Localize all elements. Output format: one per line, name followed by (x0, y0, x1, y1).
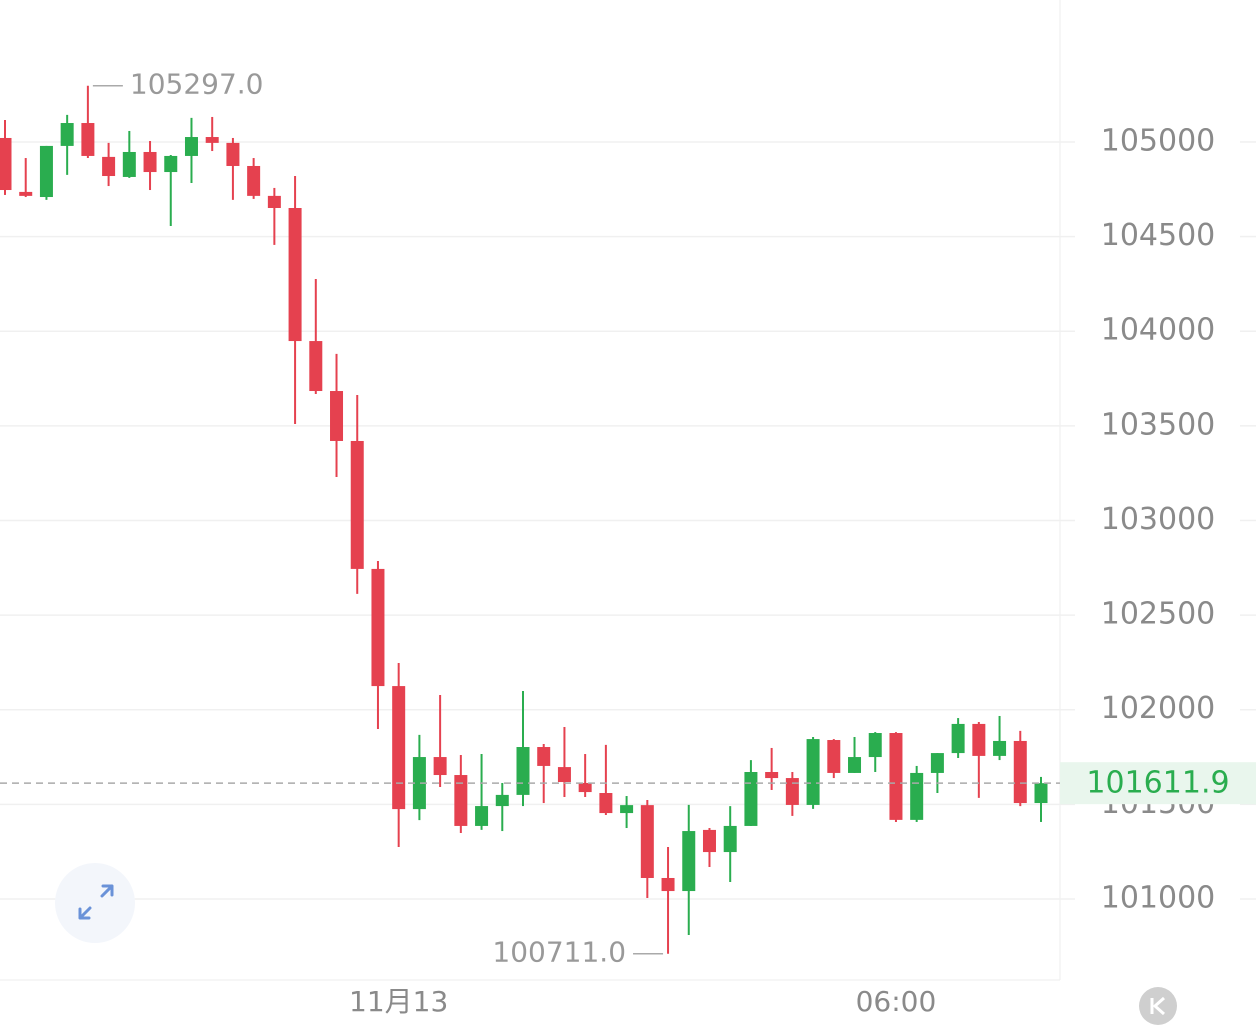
candle-body (537, 747, 551, 766)
y-tick-label: 103000 (1101, 502, 1216, 537)
candle-body (951, 723, 965, 754)
candle-body (184, 137, 198, 156)
expand-bg (55, 863, 135, 943)
high-label: 105297.0 (130, 68, 264, 101)
y-tick-label: 102000 (1101, 691, 1216, 726)
y-tick-label: 104500 (1101, 218, 1216, 253)
candle-body (122, 151, 136, 177)
candle-body (972, 723, 986, 756)
candle-body (682, 831, 696, 892)
candle-body (516, 747, 530, 795)
candle-body (765, 772, 779, 779)
candle-body (330, 391, 344, 441)
candle-body (557, 767, 571, 783)
candle-body (412, 757, 426, 810)
candle-body (661, 877, 675, 892)
candle-body (350, 440, 364, 569)
candle-body (475, 806, 489, 826)
k-button-bg (1139, 987, 1177, 1025)
candle-body (578, 782, 592, 793)
expand-button[interactable] (55, 863, 135, 943)
y-tick-label: 102500 (1101, 597, 1216, 632)
candle-body (309, 341, 323, 392)
candle-body (81, 123, 95, 156)
y-tick-label: 104000 (1101, 313, 1216, 348)
candle-body (702, 829, 716, 853)
candle-body (599, 793, 613, 814)
candle-body (454, 775, 468, 826)
last-price-label: 101611.9 (1086, 766, 1229, 801)
candle-body (60, 123, 74, 146)
expand-icon (78, 884, 114, 920)
candle-body (102, 156, 116, 177)
candle-body (288, 207, 302, 342)
candle-body (910, 772, 924, 820)
candle-body (205, 137, 219, 143)
candle-body (247, 165, 261, 196)
candle-body (889, 733, 903, 820)
candle-body (1034, 783, 1048, 804)
low-label: 100711.0 (492, 936, 626, 969)
candle-body (226, 142, 240, 166)
candle-body (267, 195, 281, 208)
candle-body (19, 191, 33, 196)
last-price-bg (1060, 762, 1256, 805)
candle-body (495, 794, 509, 807)
candle-body (620, 805, 634, 814)
candle-body (930, 753, 944, 773)
candle-body (392, 686, 406, 810)
y-tick-label: 101000 (1101, 880, 1216, 915)
candle-body (164, 155, 178, 173)
x-tick-label: 11月13 (349, 985, 448, 1018)
candle-body (868, 733, 882, 758)
candle-body (640, 805, 654, 878)
candle-body (143, 151, 157, 173)
candle-body (993, 740, 1007, 756)
k-button[interactable] (1139, 987, 1177, 1025)
candle-body (785, 778, 799, 805)
candle-body (39, 145, 53, 198)
candle-body (433, 757, 447, 776)
k-icon (1150, 996, 1165, 1016)
candle-body (806, 739, 820, 805)
x-tick-label: 06:00 (856, 985, 937, 1018)
candle-body (848, 757, 862, 773)
candle-body (827, 740, 841, 773)
candle-body (744, 772, 758, 826)
candle-body (0, 137, 12, 191)
candle-body (723, 825, 737, 853)
candle-body (1013, 740, 1027, 804)
y-tick-label: 103500 (1101, 407, 1216, 442)
candle-body (371, 568, 385, 687)
y-tick-label: 105000 (1101, 123, 1216, 158)
